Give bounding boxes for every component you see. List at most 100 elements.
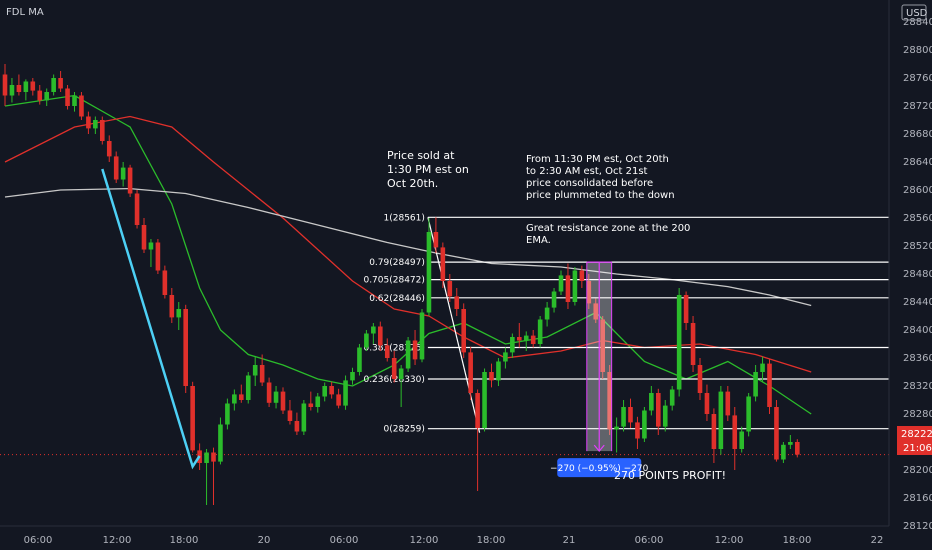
time-axis[interactable]: 06:00 12:00 18:00 20 06:00 12:00 18:00 21 06:00 1… [0,525,889,546]
candle-body [391,358,397,379]
candle-body [44,92,49,101]
note-consolidation-line: From 11:30 PM est, Oct 20th [526,154,669,165]
candle-body [732,415,738,449]
candle-body [190,386,195,451]
time-ticks: 06:00 12:00 18:00 20 06:00 12:00 18:00 21 06:00 1… [24,535,884,546]
note-resistance-line: Great resistance zone at the 200 [526,223,690,234]
price-tick-label: 28600 [903,185,932,196]
candle-body [558,275,564,292]
candle-body [447,281,453,297]
candle-body [364,333,369,348]
candle-body [475,393,480,428]
candle-body [204,452,209,463]
note-sold-line: Price sold at [387,149,455,162]
candle-body [788,442,793,445]
candle-body [100,120,105,141]
candle-body [106,141,112,157]
candle-body [767,363,772,407]
candle-body [503,352,508,362]
candle-body [551,291,557,308]
candle-body [496,361,501,381]
candle-body [419,312,425,360]
candle-body [308,403,314,407]
candle-body [600,319,605,372]
trend-lines[interactable] [101,168,201,470]
candles [2,64,800,505]
time-tick-label: 18:00 [783,535,812,546]
candle-body [252,365,258,376]
candle-body [510,337,515,353]
candle-body [127,167,133,194]
note-sold: Price sold at 1:30 PM est on Oct 20th. [387,149,472,190]
price-tick-label: 28440 [903,297,932,308]
candle-body [669,389,675,406]
candle-body [676,295,682,390]
candle-body [454,296,460,309]
candle-body [30,81,36,91]
price-tick-label: 28680 [903,129,932,140]
candle-body [294,421,300,432]
candle-body [350,372,355,381]
candle-body [93,120,98,129]
candle-body [662,405,668,427]
candle-body [405,340,411,369]
price-tick-label: 28760 [903,73,932,84]
candle-body [86,116,91,129]
price-range-measure[interactable]: −270 (−0.95%) −270 [550,261,649,478]
candle-body [72,95,77,106]
time-tick-label: 06:00 [24,535,53,546]
time-tick-label: 12:00 [715,535,744,546]
currency-badge[interactable] [901,4,927,21]
price-tick-label: 28280 [903,409,932,420]
candle-body [183,309,188,386]
time-tick-label: 06:00 [330,535,359,546]
candle-body [774,407,779,460]
fib-level-label: 0.79(28497) [369,258,425,268]
countdown: 21:06 [903,443,932,454]
note-resistance: Great resistance zone at the 200 EMA. [526,223,694,246]
currency-label: USD [906,8,928,19]
candle-body [301,403,307,432]
candle-body [169,295,175,318]
fib-level-label: 0.62(28446) [369,294,425,304]
time-tick-label: 22 [871,535,884,546]
time-tick-label: 12:00 [103,535,132,546]
price-tick-label: 28640 [903,157,932,168]
candle-body [211,452,216,462]
candle-body [649,393,654,411]
fib-level-label: 1(28561) [384,213,425,223]
candle-body [245,375,251,400]
candle-body [718,391,724,449]
candle-body [357,347,362,372]
candle-body [79,95,84,117]
candle-body [753,372,758,397]
measure-badge [557,458,642,478]
fib-level-label: 0.705(28472) [363,276,424,286]
cyan-trend-line [101,168,201,470]
candle-body [489,372,494,381]
current-price-badge [897,426,932,455]
candle-body [607,372,612,430]
note-consolidation: From 11:30 PM est, Oct 20th to 2:30 AM e… [526,154,675,201]
candle-body [725,391,731,416]
price-axis[interactable]: 28840 28800 28760 28720 28680 28640 28600 28560… [888,0,932,532]
time-tick-label: 18:00 [477,535,506,546]
price-tick-label: 28400 [903,325,932,336]
candle-body [259,365,265,383]
price-tick-label: 28520 [903,241,932,252]
price-tick-label: 28160 [903,493,932,504]
candle-body [468,352,473,393]
candle-body [384,345,390,358]
measure-label: −270 (−0.95%) −270 [550,464,649,474]
candle-body [280,391,286,411]
candle-body [711,414,717,449]
price-tick-label: 28800 [903,45,932,56]
candle-body [141,225,147,250]
fib-level-label: 0.382(28375) [363,344,424,354]
candle-body [266,382,272,403]
note-sold-line: Oct 20th. [387,177,438,190]
candle-body [530,335,536,344]
symbol-title: FDL MA [6,7,44,18]
